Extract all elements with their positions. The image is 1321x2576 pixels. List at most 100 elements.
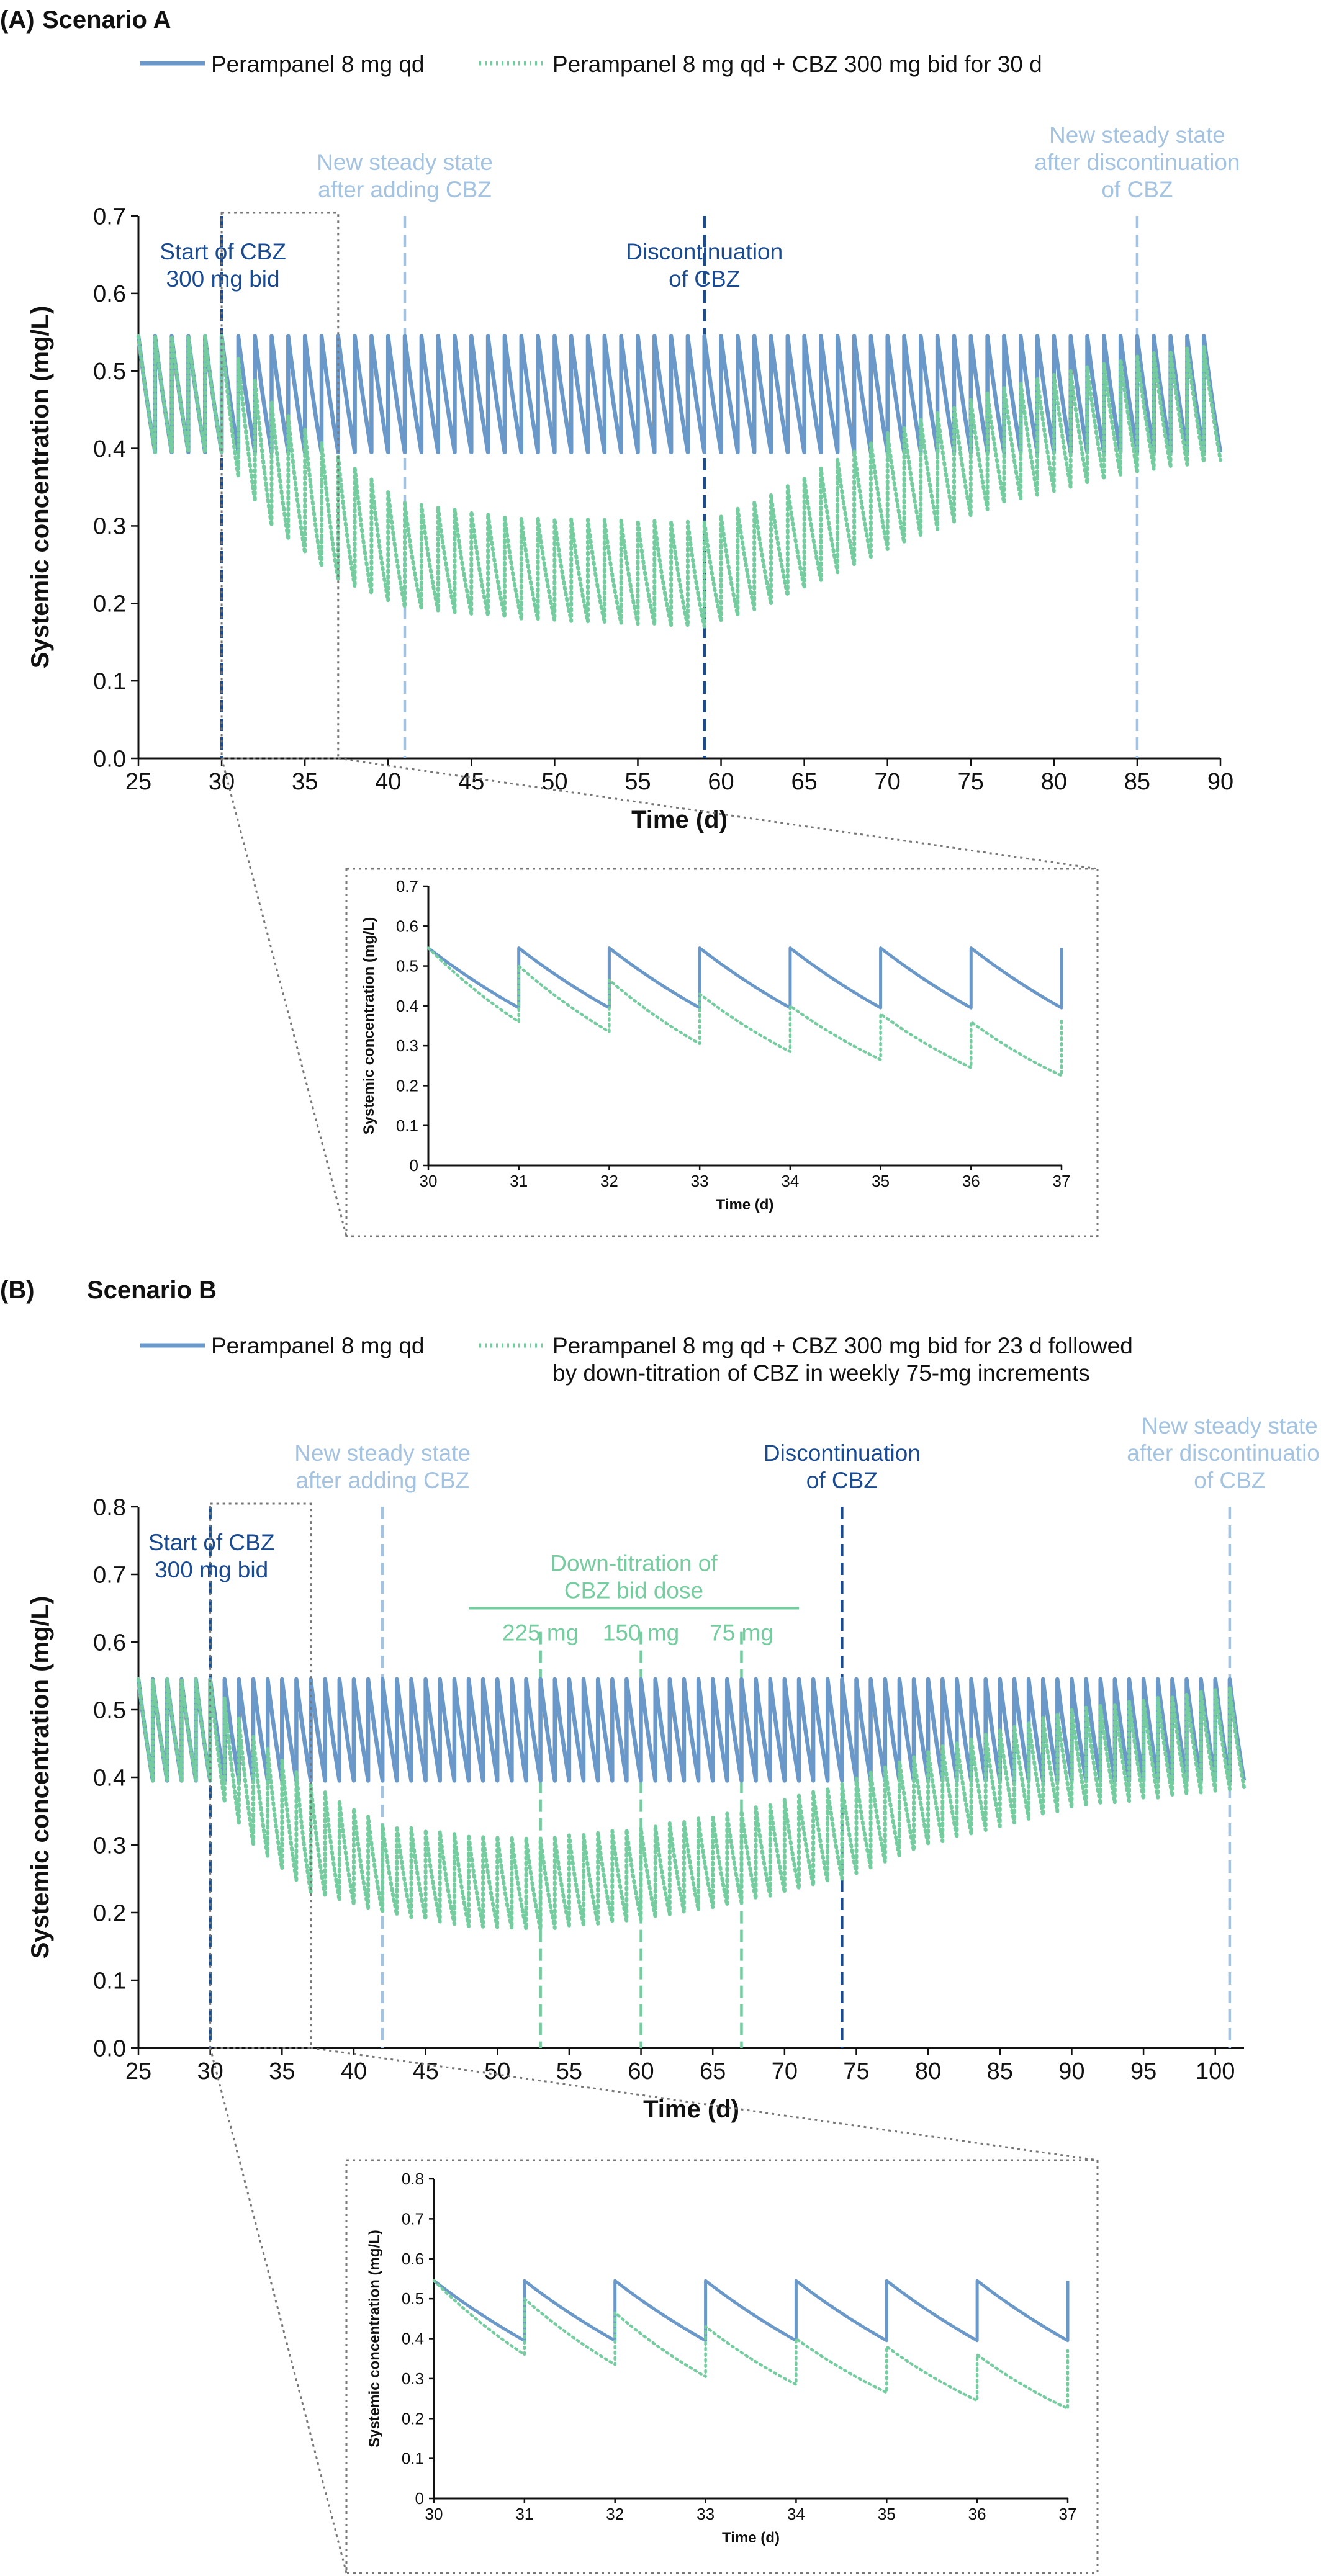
y-tick-label: 0.5 <box>396 957 418 976</box>
y-tick-label: 0.7 <box>93 1562 126 1588</box>
charts-layer: 0.0 0.1 0.2 0.3 0.4 0.5 0.6 0.7 25 30 35 40 45 50 55 60… <box>27 122 1321 2574</box>
y-tick-label: 0.6 <box>396 917 418 935</box>
x-tick-label: 30 <box>425 2505 443 2523</box>
y-tick-label: 0.7 <box>396 877 418 895</box>
series-line-dotted <box>432 2279 1070 2410</box>
zoom-leader-left <box>220 758 348 1237</box>
x-tick-label: 100 <box>1196 2058 1235 2085</box>
panel-a-letter: (A) <box>0 6 35 34</box>
y-tick-label: 0.1 <box>402 2449 424 2468</box>
legend-b-dotted-label-line2: by down-titration of CBZ in weekly 75-mg… <box>552 1360 1090 1386</box>
panel-a-title: Scenario A <box>42 6 171 34</box>
x-tick-label: 60 <box>708 769 734 795</box>
x-tick-label: 31 <box>515 2505 533 2523</box>
y-axis-title: Systemic concentration (mg/L) <box>27 306 54 669</box>
event-label-0: Start of CBZ <box>148 1530 275 1555</box>
zoom-box <box>209 1502 312 2049</box>
y-tick-label: 0.7 <box>402 2209 424 2228</box>
x-tick-label: 80 <box>915 2058 941 2085</box>
x-tick-label: 32 <box>606 2505 624 2523</box>
y-axis-title: Systemic concentration (mg/L) <box>366 2230 383 2448</box>
titration-step-label-0: 225 mg <box>502 1620 579 1646</box>
x-tick-label: 90 <box>1058 2058 1084 2085</box>
y-tick-label: 0.0 <box>93 746 126 772</box>
chart-A-main: 0.0 0.1 0.2 0.3 0.4 0.5 0.6 0.7 25 30 35 40 45 50 55 60… <box>27 122 1240 1237</box>
x-tick-label: 70 <box>772 2058 798 2085</box>
x-tick-label: 32 <box>600 1172 618 1190</box>
x-tick-label: 75 <box>843 2058 869 2085</box>
y-tick-label: 0 <box>410 1156 418 1175</box>
titration-label: Down-titration of <box>550 1551 718 1576</box>
series-line-dotted <box>137 334 1222 629</box>
y-tick-label: 0.4 <box>93 436 126 462</box>
event-label-3: after discontinuation <box>1034 150 1240 175</box>
x-tick-label: 33 <box>691 1172 709 1190</box>
x-tick-label: 90 <box>1207 769 1233 795</box>
event-label-3: New steady state <box>1049 122 1225 148</box>
x-tick-label: 45 <box>458 769 484 795</box>
legend-b-dotted-label-line1: Perampanel 8 mg qd + CBZ 300 mg bid for … <box>552 1333 1133 1358</box>
x-tick-label: 34 <box>781 1172 799 1190</box>
series-line-dotted <box>137 1677 1246 1932</box>
x-tick-label: 35 <box>269 2058 295 2085</box>
x-tick-label: 31 <box>510 1172 528 1190</box>
event-label-1: after adding CBZ <box>318 177 492 202</box>
x-tick-label: 25 <box>125 769 151 795</box>
x-tick-label: 55 <box>556 2058 582 2085</box>
y-tick-label: 0.4 <box>402 2330 424 2348</box>
series-line-solid <box>136 1677 1247 1783</box>
x-tick-label: 34 <box>787 2505 805 2523</box>
x-tick-label: 37 <box>1059 2505 1077 2523</box>
event-label-1: New steady state <box>294 1440 471 1466</box>
y-tick-label: 0.7 <box>93 204 126 230</box>
x-axis-title: Time (d) <box>643 2096 739 2123</box>
y-tick-label: 0.4 <box>396 997 418 1015</box>
y-tick-label: 0 <box>415 2489 424 2508</box>
x-axis-title: Time (d) <box>722 2529 780 2546</box>
x-axis-title: Time (d) <box>716 1196 774 1213</box>
legend-a-dotted-label: Perampanel 8 mg qd + CBZ 300 mg bid for … <box>552 52 1042 77</box>
event-label-0: 300 mg bid <box>155 1557 268 1582</box>
y-tick-label: 0.2 <box>93 1900 126 1926</box>
x-tick-label: 70 <box>875 769 901 795</box>
series-line-solid <box>136 334 1223 455</box>
x-tick-label: 35 <box>292 769 318 795</box>
chart-A-inset: 0 0.1 0.2 0.3 0.4 0.5 0.6 0.7 30 31 32 33 34 35 36 37 Ti… <box>361 877 1070 1213</box>
x-tick-label: 50 <box>541 769 567 795</box>
titration-step-label-2: 75 mg <box>710 1620 773 1646</box>
titration-label: CBZ bid dose <box>564 1578 703 1604</box>
event-label-0: Start of CBZ <box>160 239 286 264</box>
y-tick-label: 0.3 <box>396 1036 418 1055</box>
x-tick-label: 35 <box>878 2505 896 2523</box>
x-tick-label: 37 <box>1053 1172 1071 1190</box>
y-tick-label: 0.6 <box>93 281 126 307</box>
x-tick-label: 85 <box>1124 769 1150 795</box>
x-tick-label: 50 <box>484 2058 510 2085</box>
event-label-2: of CBZ <box>669 266 740 292</box>
y-tick-label: 0.1 <box>93 668 126 694</box>
x-tick-label: 35 <box>872 1172 890 1190</box>
y-tick-label: 0.2 <box>396 1077 418 1095</box>
y-tick-label: 0.1 <box>93 1968 126 1994</box>
event-label-2: of CBZ <box>806 1468 878 1493</box>
event-label-2: Discontinuation <box>764 1440 921 1466</box>
y-tick-label: 0.3 <box>402 2369 424 2388</box>
y-tick-label: 0.5 <box>402 2289 424 2308</box>
x-tick-label: 33 <box>697 2505 715 2523</box>
x-tick-label: 25 <box>125 2058 151 2085</box>
series-line-dotted <box>426 946 1063 1077</box>
y-tick-label: 0.1 <box>396 1116 418 1135</box>
y-tick-label: 0.5 <box>93 359 126 385</box>
y-tick-label: 0.3 <box>93 514 126 540</box>
x-tick-label: 65 <box>700 2058 726 2085</box>
x-tick-label: 30 <box>197 2058 223 2085</box>
series-line-solid <box>427 946 1063 1010</box>
event-label-3: New steady state <box>1142 1413 1318 1438</box>
chart-B-main: 0.00.10.20.30.40.50.60.70.825 30 35 40 45 50 5… <box>27 1413 1321 2574</box>
x-tick-label: 40 <box>375 769 401 795</box>
x-tick-label: 85 <box>987 2058 1013 2085</box>
x-tick-label: 95 <box>1130 2058 1156 2085</box>
zoom-leader-right <box>338 757 1098 870</box>
y-tick-label: 0.0 <box>93 2035 126 2062</box>
x-tick-label: 36 <box>968 2505 986 2523</box>
